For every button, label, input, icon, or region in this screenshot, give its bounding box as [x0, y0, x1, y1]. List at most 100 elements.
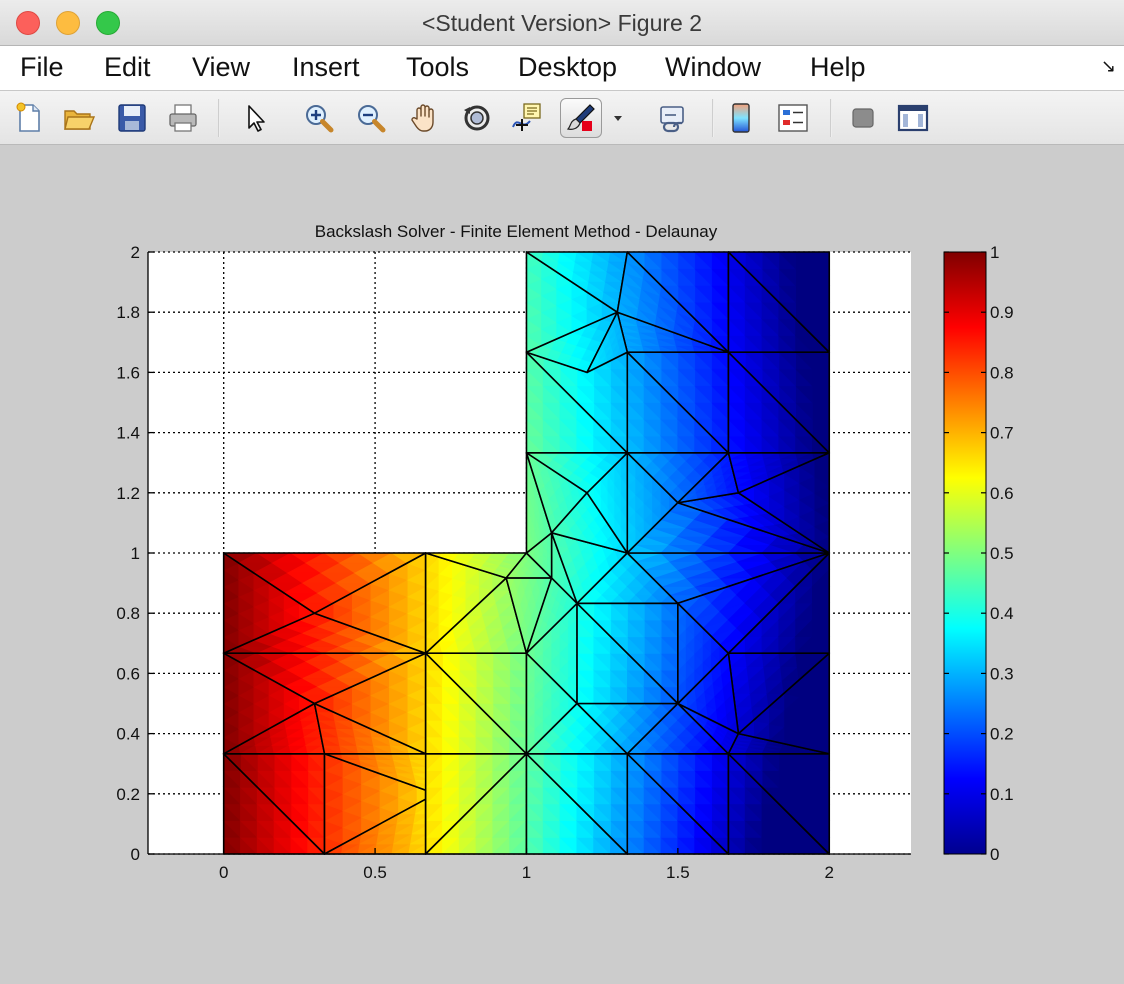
mesh-triangle — [677, 602, 730, 705]
mesh-triangle — [626, 251, 730, 354]
mesh-triangle — [727, 652, 831, 735]
y-tick-label: 0.6 — [116, 664, 140, 683]
colorbar-tick-label: 0.7 — [990, 424, 1014, 443]
hide-plot-tools-icon[interactable] — [846, 101, 880, 135]
menu-insert[interactable]: Insert — [292, 52, 360, 82]
link-plot-icon[interactable] — [656, 101, 690, 135]
menu-tools[interactable]: Tools — [406, 52, 470, 82]
mesh-triangle — [626, 702, 730, 755]
y-tick-label: 1.4 — [116, 424, 140, 443]
mesh-triangle — [550, 532, 578, 605]
save-icon[interactable] — [115, 101, 149, 135]
mesh-triangle — [626, 351, 730, 454]
x-tick-label: 1 — [522, 863, 531, 882]
menu-view[interactable]: View — [192, 52, 251, 82]
mesh-edge — [222, 552, 427, 615]
x-tick-label: 1.5 — [666, 863, 690, 882]
mesh-triangle — [222, 552, 316, 655]
legend-icon[interactable] — [776, 101, 810, 135]
mesh-triangle — [676, 451, 740, 504]
menu-bar: File Edit View Insert Tools Desktop Wind… — [0, 46, 1124, 91]
mesh-triangle — [677, 652, 740, 735]
mesh-triangle — [222, 702, 326, 755]
menu-desktop[interactable]: Desktop — [518, 52, 618, 82]
colorbar-tick-label: 0.8 — [990, 363, 1014, 382]
mesh-triangle — [727, 251, 831, 354]
mesh-triangle — [626, 501, 831, 554]
data-cursor-icon[interactable] — [510, 101, 544, 135]
open-file-icon[interactable] — [62, 101, 96, 135]
edit-plot-arrow-icon[interactable] — [240, 101, 274, 135]
toolbar-separator — [712, 99, 714, 137]
print-icon[interactable] — [166, 101, 200, 135]
mesh-triangle — [626, 752, 730, 855]
colorbar-tick-label: 0.6 — [990, 484, 1014, 503]
menu-file[interactable]: File — [20, 52, 64, 82]
y-tick-label: 1.2 — [116, 484, 140, 503]
y-tick-label: 0.2 — [116, 785, 140, 804]
colorbar-icon[interactable] — [724, 101, 758, 135]
mesh-triangle — [424, 752, 528, 855]
brush-icon[interactable] — [560, 98, 602, 138]
maximize-window-button[interactable] — [96, 11, 120, 35]
chart-title: Backslash Solver - Finite Element Method… — [315, 222, 718, 241]
y-tick-label: 1.6 — [116, 363, 140, 382]
toolbar-separator — [830, 99, 832, 137]
y-tick-label: 0.8 — [116, 604, 140, 623]
mesh-triangle — [550, 491, 629, 554]
fem-mesh — [222, 251, 831, 855]
new-figure-icon[interactable] — [12, 101, 46, 135]
plot-svg: 0 0.5 1 1.5 2 0 0.2 0.4 0.6 0.8 1 1.2 1.4 1.6 1.8 2 Bac… — [116, 222, 1014, 882]
x-tick-label: 0 — [219, 863, 228, 882]
menu-help[interactable]: Help — [810, 52, 866, 82]
mesh-triangle — [222, 752, 326, 855]
pan-hand-icon[interactable] — [408, 101, 442, 135]
brush-dropdown-icon[interactable] — [610, 101, 626, 135]
menu-window[interactable]: Window — [665, 52, 762, 82]
mesh-triangle — [525, 602, 578, 705]
mesh-triangle — [424, 552, 507, 655]
colorbar-tick-label: 0.9 — [990, 303, 1014, 322]
mesh-edge — [586, 311, 629, 374]
y-tick-label: 2 — [131, 243, 140, 262]
mesh-triangle — [576, 552, 679, 605]
x-tick-label: 2 — [825, 863, 834, 882]
toolbar-separator — [218, 99, 220, 137]
dock-arrow-icon[interactable]: ↘ — [1100, 56, 1116, 76]
y-tick-label: 1.8 — [116, 303, 140, 322]
mesh-triangle — [323, 752, 437, 855]
window-title: <Student Version> Figure 2 — [421, 10, 703, 36]
mesh-triangle — [737, 451, 831, 554]
mesh-triangle — [222, 652, 427, 705]
axes-ticks: 0 0.5 1 1.5 2 0 0.2 0.4 0.6 0.8 1 1.2 1.4 1.6 1.8 2 — [116, 243, 834, 882]
mesh-triangle — [576, 702, 679, 755]
colorbar-tick-label: 0.2 — [990, 725, 1014, 744]
mesh-triangle — [222, 552, 427, 615]
menu-edit[interactable]: Edit — [104, 52, 151, 82]
mesh-triangle — [586, 311, 629, 374]
y-tick-label: 1 — [131, 544, 140, 563]
show-plot-tools-icon[interactable] — [896, 101, 930, 135]
zoom-out-icon[interactable] — [354, 101, 388, 135]
minimize-window-button[interactable] — [56, 11, 80, 35]
mesh-triangle — [525, 451, 629, 494]
y-tick-label: 0 — [131, 845, 140, 864]
mesh-triangle — [677, 552, 831, 655]
mesh-triangle — [525, 251, 619, 354]
mesh-triangle — [222, 652, 316, 755]
mesh-edge — [727, 251, 831, 354]
mesh-triangle — [626, 752, 730, 855]
colorbar-ticks: 0 0.1 0.2 0.3 0.4 0.5 0.6 0.7 0.8 0.9 1 — [944, 243, 1014, 864]
figure-canvas: 0 0.5 1 1.5 2 0 0.2 0.4 0.6 0.8 1 1.2 1.4 1.6 1.8 2 Bac… — [0, 145, 1124, 984]
y-tick-label: 0.4 — [116, 725, 140, 744]
rotate-3d-icon[interactable] — [460, 101, 494, 135]
colorbar-tick-label: 0.1 — [990, 785, 1014, 804]
zoom-in-icon[interactable] — [302, 101, 336, 135]
mesh-triangle — [505, 552, 553, 579]
window-titlebar: <Student Version> Figure 2 — [0, 0, 1124, 46]
mesh-edge — [677, 552, 831, 655]
colorbar-tick-label: 0 — [990, 845, 999, 864]
close-window-button[interactable] — [16, 11, 40, 35]
colorbar[interactable] — [943, 251, 987, 855]
colorbar-tick-label: 0.4 — [990, 604, 1014, 623]
